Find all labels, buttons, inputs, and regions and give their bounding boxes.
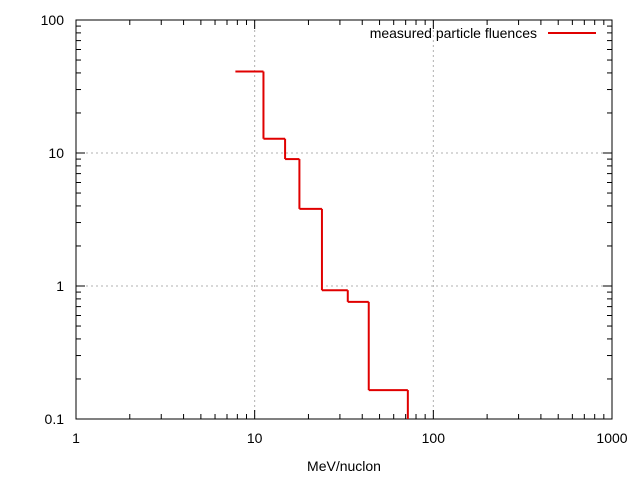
y-tick-labels: 0.1 1 10 100 xyxy=(41,12,65,427)
x-tick-labels: 1 10 100 1000 xyxy=(72,430,628,446)
plot-frame xyxy=(75,19,613,420)
grid-lines xyxy=(76,20,612,419)
legend: measured particle fluences xyxy=(370,25,596,41)
x-tick-label: 1000 xyxy=(596,430,627,446)
tick-marks xyxy=(75,19,613,420)
x-tick-label: 10 xyxy=(247,430,263,446)
x-axis-title: MeV/nuclon xyxy=(307,458,381,474)
y-tick-label: 0.1 xyxy=(45,411,65,427)
series-group xyxy=(235,70,409,419)
x-tick-label: 100 xyxy=(422,430,446,446)
y-tick-label: 100 xyxy=(41,12,65,28)
y-tick-label: 1 xyxy=(56,278,64,294)
legend-label: measured particle fluences xyxy=(370,25,537,41)
y-tick-label: 10 xyxy=(48,145,64,161)
series-line xyxy=(235,70,409,419)
x-tick-label: 1 xyxy=(72,430,80,446)
